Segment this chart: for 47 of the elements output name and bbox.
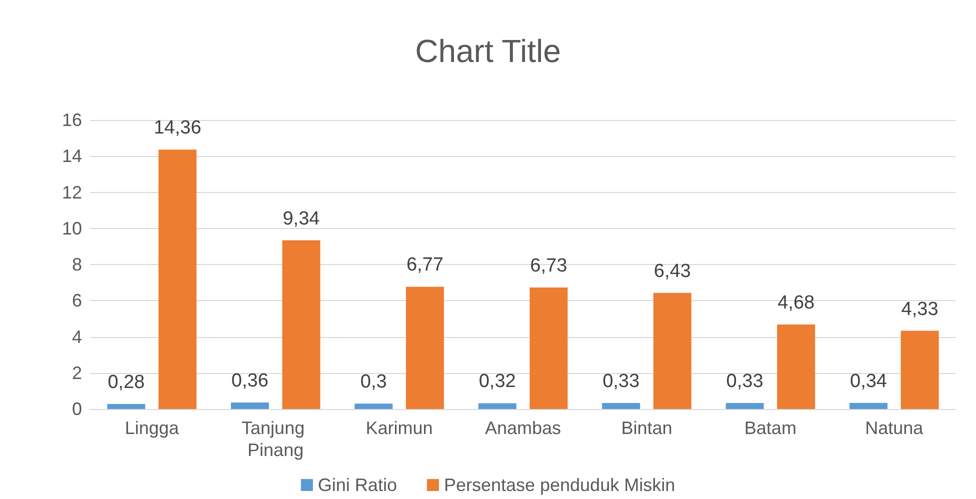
y-tick-label: 10: [62, 218, 82, 238]
bar: [726, 403, 764, 409]
data-label: 6,77: [406, 254, 444, 276]
x-tick-label: Natuna: [865, 418, 924, 438]
x-tick-label: Batam: [744, 418, 796, 438]
bar: [653, 292, 692, 409]
data-label: 4,33: [901, 298, 938, 320]
bar: [282, 240, 320, 409]
chart-title: Chart Title: [415, 33, 561, 69]
y-tick-label: 8: [72, 254, 82, 274]
legend-label: Gini Ratio: [318, 475, 397, 495]
bar: [900, 330, 939, 409]
data-label: 9,34: [282, 208, 320, 230]
data-label: 14,36: [154, 118, 202, 139]
x-tick-label: Tanjung Pinang: [242, 418, 310, 460]
y-tick-label: 4: [72, 326, 82, 347]
data-label: 0,36: [231, 370, 268, 392]
bar: [849, 402, 888, 409]
data-label: 0,32: [478, 371, 516, 392]
bar: [602, 403, 640, 409]
y-tick-label: 16: [62, 110, 82, 130]
data-label: 0,28: [108, 372, 145, 393]
bar: [406, 286, 444, 409]
bar: [107, 404, 146, 409]
data-label: 0,34: [850, 370, 888, 392]
bar: [530, 287, 568, 409]
x-tick-label: Karimun: [366, 418, 433, 438]
y-tick-label: 6: [72, 290, 82, 311]
data-label: 0,33: [602, 371, 640, 392]
data-label: 6,73: [530, 255, 568, 276]
bar: [354, 404, 393, 409]
data-label: 6,43: [654, 260, 691, 282]
bar: [158, 150, 197, 409]
y-tick-label: 2: [72, 362, 82, 383]
legend-label: Persentase penduduk Miskin: [444, 475, 676, 495]
x-tick-label: Anambas: [484, 418, 562, 438]
y-tick-label: 14: [62, 146, 82, 166]
y-tick-label: 12: [62, 182, 82, 202]
bar: [777, 324, 816, 409]
y-tick-label: 0: [72, 399, 82, 419]
data-label: 0,3: [360, 372, 387, 393]
x-tick-label: Lingga: [124, 418, 180, 438]
data-label: 4,68: [778, 292, 815, 314]
bar: [478, 403, 516, 409]
data-label: 0,33: [726, 371, 764, 392]
x-tick-label: Bintan: [621, 418, 672, 438]
bar: [230, 402, 269, 409]
